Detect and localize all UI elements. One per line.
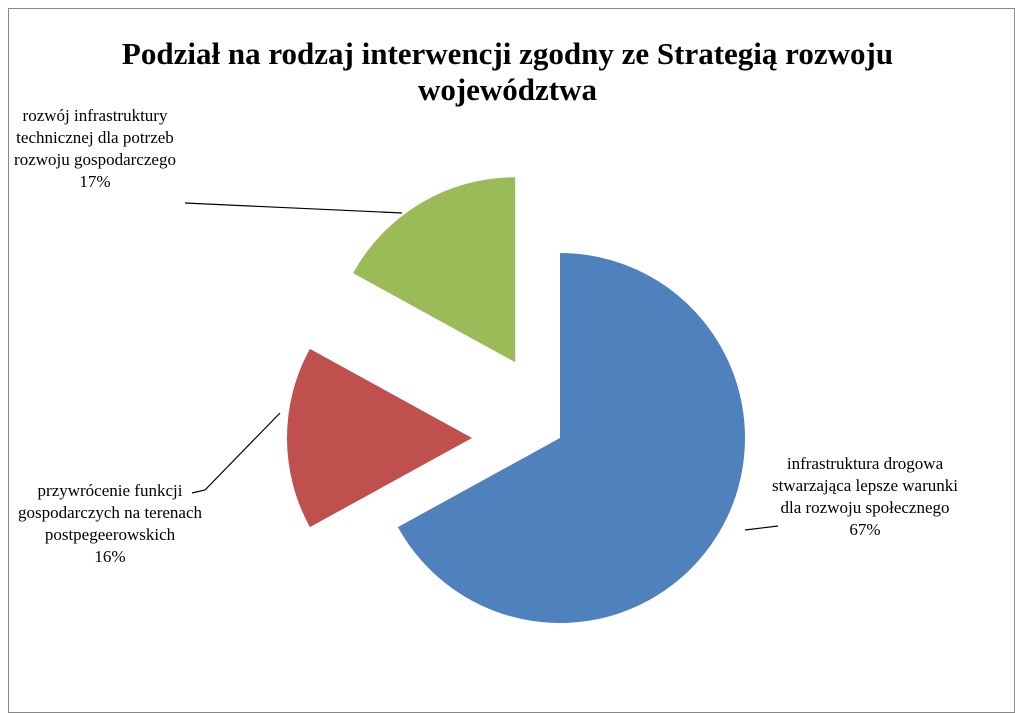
slice-label: przywrócenie funkcji gospodarczych na te… xyxy=(10,480,210,568)
slice-label: infrastruktura drogowa stwarzająca lepsz… xyxy=(770,453,960,541)
slice-value: 17% xyxy=(79,172,111,191)
slice-label: rozwój infrastruktury technicznej dla po… xyxy=(5,105,185,193)
pie-slice xyxy=(397,253,745,623)
leader-line xyxy=(184,202,403,214)
slice-category: infrastruktura drogowa stwarzająca lepsz… xyxy=(772,454,958,517)
slice-value: 67% xyxy=(849,520,881,539)
leader-line xyxy=(191,412,281,494)
pie-slice xyxy=(353,177,516,363)
slice-category: rozwój infrastruktury technicznej dla po… xyxy=(14,106,176,169)
slice-category: przywrócenie funkcji gospodarczych na te… xyxy=(17,481,203,544)
slice-value: 16% xyxy=(94,547,126,566)
chart-title: Podział na rodzaj interwencji zgodny ze … xyxy=(121,36,894,107)
pie-slice xyxy=(287,348,472,528)
leader-line xyxy=(744,525,779,531)
